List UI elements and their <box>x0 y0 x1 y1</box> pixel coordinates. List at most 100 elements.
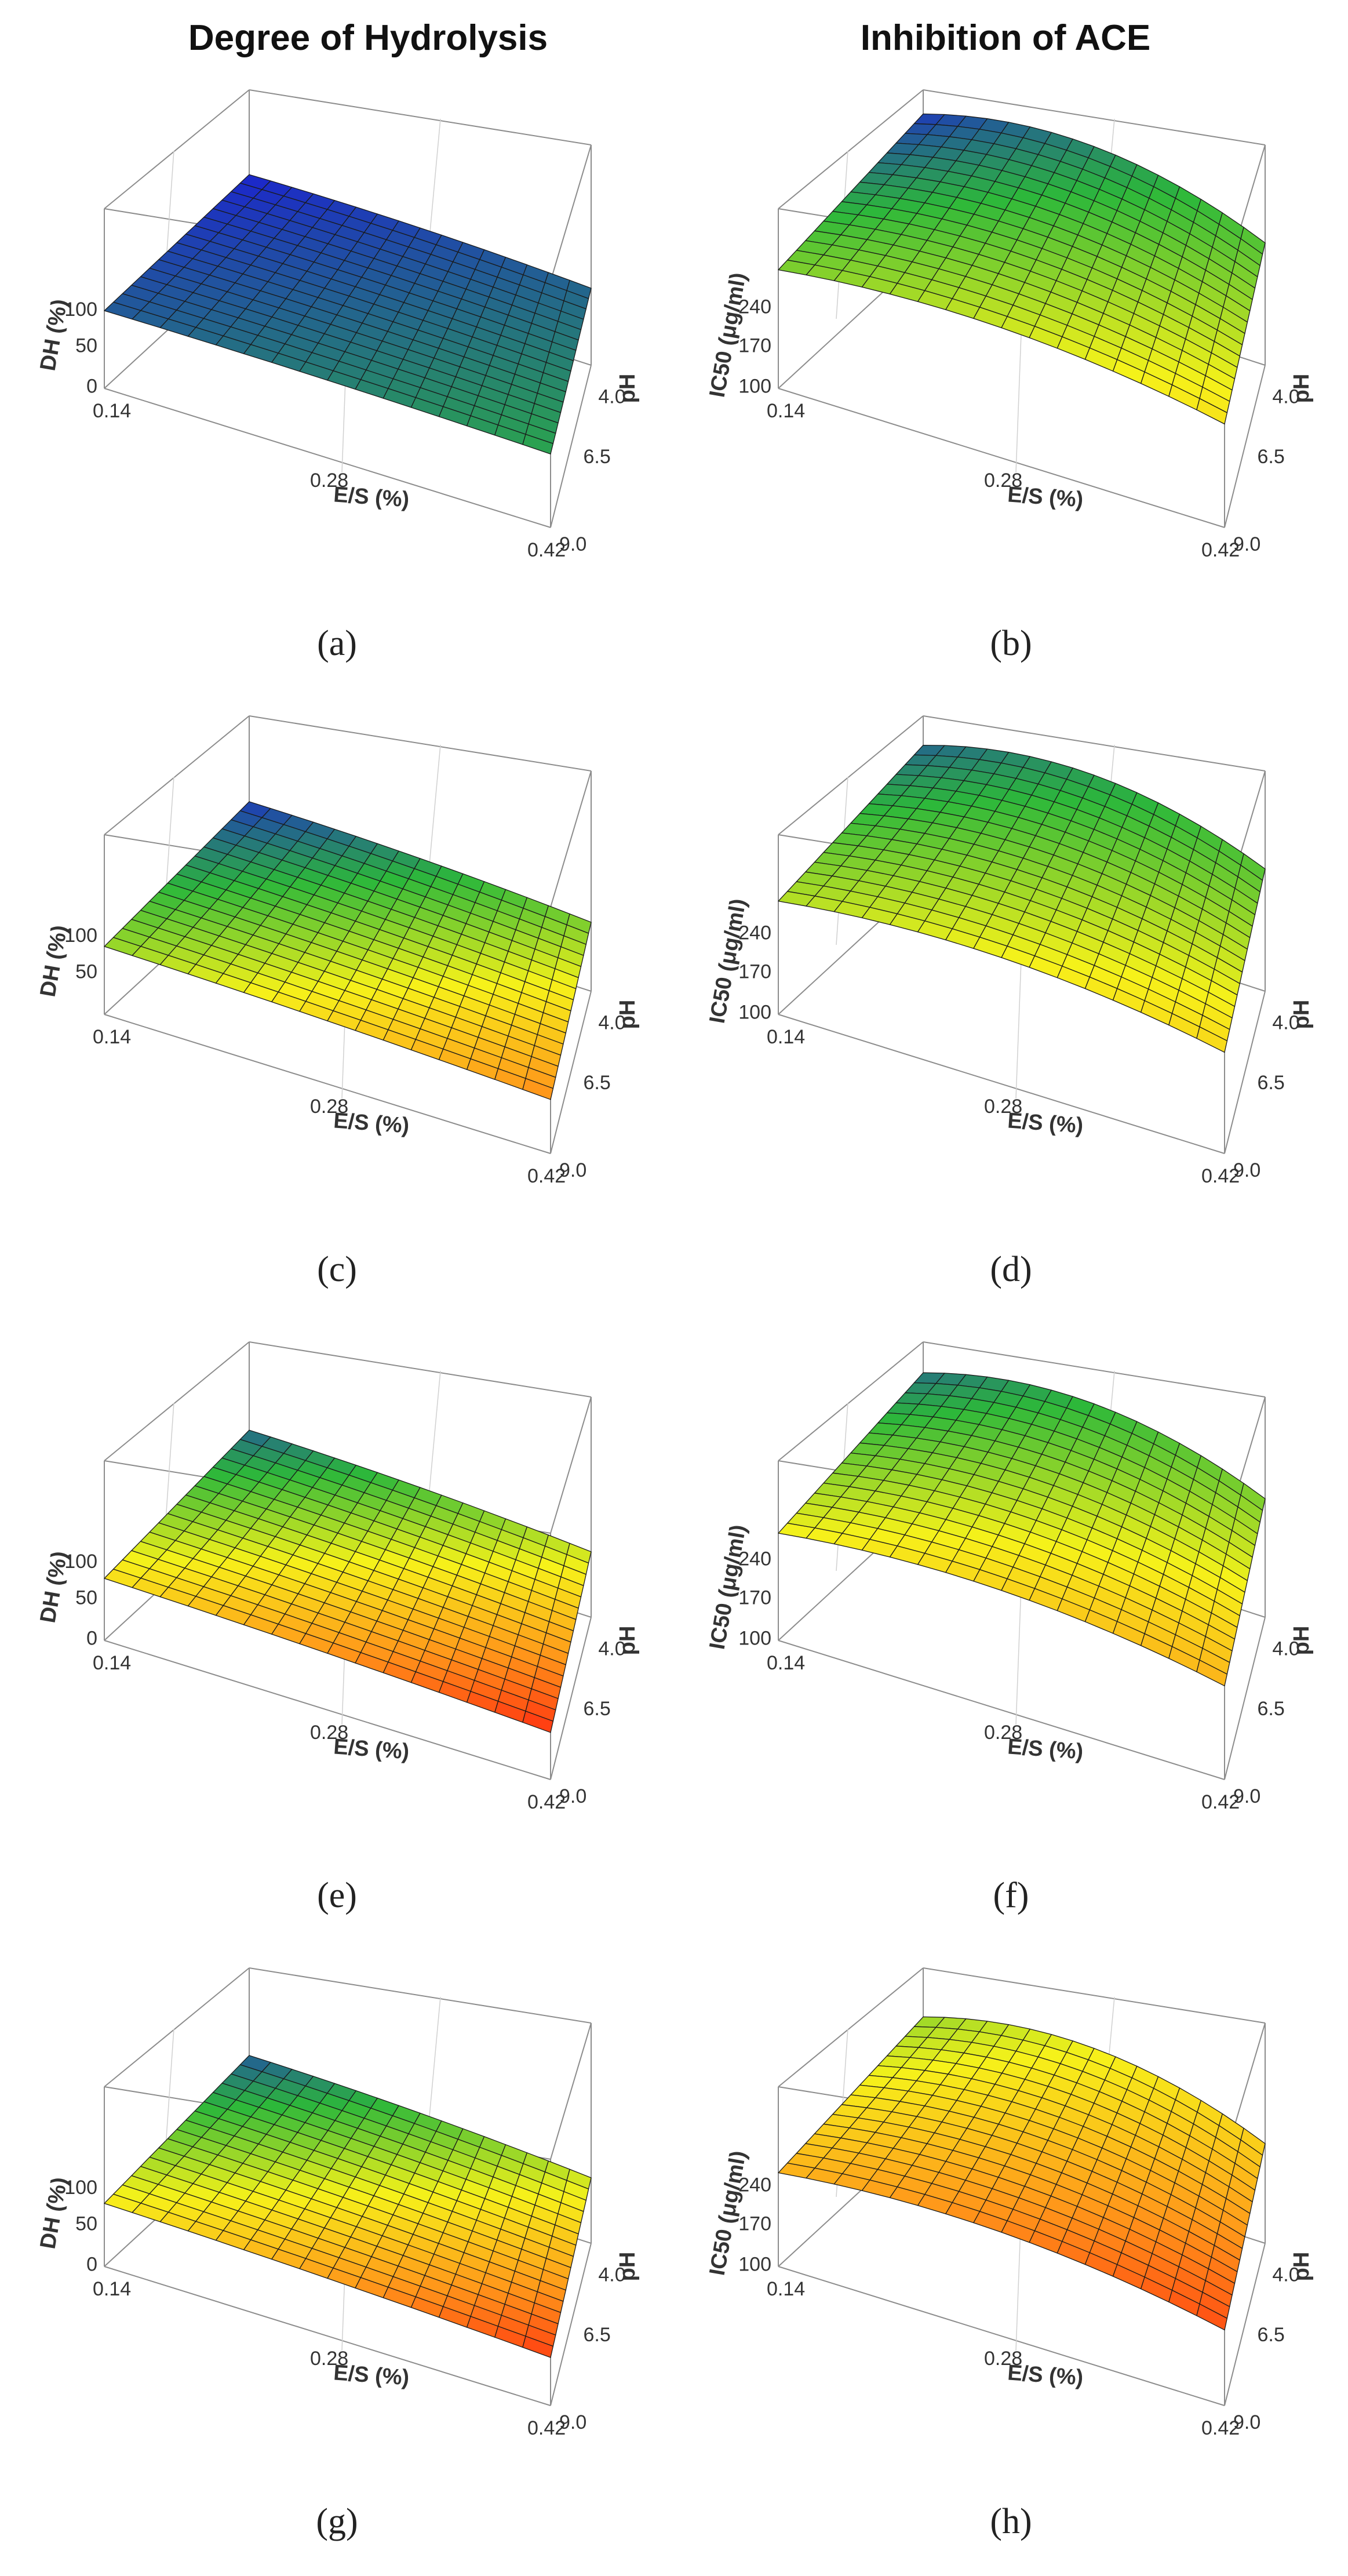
z-tick-label: 100 <box>738 1002 771 1024</box>
x-tick-label: 0.14 <box>767 1652 805 1674</box>
x-tick-label: 0.28 <box>310 1096 348 1118</box>
box-edge <box>1224 2243 1266 2406</box>
surface-cell <box>1196 2304 1228 2331</box>
box-edge <box>778 1014 1225 1154</box>
x-tick-label: 0.28 <box>310 2348 348 2370</box>
x-tick-label: 0.14 <box>767 2278 805 2300</box>
z-axis-label: DH (%) <box>36 297 72 373</box>
surface-plot-a: 0.14 0.28 0.42 4.0 6.5 9.0 0 50 100 E/S (%) pH DH (… <box>0 64 674 690</box>
box-edge <box>778 1967 924 2087</box>
x-tick-label: 0.42 <box>1201 1791 1240 1813</box>
z-tick-label: 170 <box>738 1587 771 1609</box>
surface-plot-e: 0.14 0.28 0.42 4.0 6.5 9.0 0 50 100 E/S (%) pH DH (… <box>0 1316 674 1942</box>
surface-c <box>104 801 592 1100</box>
x-axis-label: E/S (%) <box>333 483 410 512</box>
y-tick-label: 6.5 <box>584 446 611 468</box>
back-gridline <box>1015 944 1022 1099</box>
z-tick-label: 0 <box>86 2254 97 2276</box>
x-tick-label: 0.28 <box>984 470 1022 492</box>
x-tick-label: 0.28 <box>984 1096 1022 1118</box>
y-tick-label: 9.0 <box>1233 1785 1260 1807</box>
surface-plot-g-svg: 0.14 0.28 0.42 4.0 6.5 9.0 0 50 100 E/S (%) pH DH (… <box>36 1967 640 2439</box>
z-tick-label: 100 <box>64 925 97 947</box>
y-tick-label: 4.0 <box>598 2264 625 2286</box>
surface-h <box>778 2016 1266 2331</box>
y-tick-label: 6.5 <box>1258 1072 1285 1094</box>
box-edge <box>104 89 250 209</box>
y-axis-label: pH <box>1289 1000 1314 1029</box>
surface-plot-f: 0.14 0.28 0.42 4.0 6.5 9.0 100 170 240 E/S (%) pH I… <box>674 1316 1348 1942</box>
z-tick-label: 240 <box>738 1548 771 1570</box>
z-tick-label: 50 <box>75 961 97 983</box>
panel-label-b: (b) <box>990 624 1032 663</box>
y-tick-label: 4.0 <box>598 1638 625 1660</box>
z-tick-label: 0 <box>86 1628 97 1650</box>
panel-label-h: (h) <box>990 2502 1032 2541</box>
y-tick-label: 4.0 <box>1272 1638 1299 1660</box>
surface-cell <box>522 1711 554 1733</box>
y-tick-label: 6.5 <box>584 1698 611 1720</box>
box-edge <box>249 89 592 145</box>
y-tick-label: 4.0 <box>1272 385 1299 407</box>
y-tick-label: 4.0 <box>598 385 625 407</box>
y-tick-label: 9.0 <box>1233 1159 1260 1181</box>
panel-label-g: (g) <box>316 2502 358 2541</box>
z-tick-label: 240 <box>738 296 771 318</box>
x-tick-label: 0.14 <box>93 1652 131 1674</box>
z-tick-label: 100 <box>738 376 771 398</box>
x-tick-label: 0.42 <box>1201 2417 1240 2439</box>
y-tick-label: 6.5 <box>1258 446 1285 468</box>
surface-cell <box>1196 1660 1228 1687</box>
x-axis-label: E/S (%) <box>1007 2361 1084 2391</box>
box-edge <box>778 388 1225 528</box>
y-tick-label: 9.0 <box>559 1159 586 1181</box>
y-tick-label: 6.5 <box>1258 2324 1285 2346</box>
box-edge <box>104 1341 250 1461</box>
box-edge <box>104 2266 551 2406</box>
z-tick-label: 50 <box>75 2213 97 2235</box>
x-tick-label: 0.42 <box>527 1165 566 1187</box>
surface-cell <box>522 434 554 454</box>
surface-d <box>778 744 1266 1053</box>
box-edge <box>778 2266 1225 2406</box>
x-tick-label: 0.14 <box>93 1026 131 1048</box>
y-tick-label: 9.0 <box>559 533 586 555</box>
y-tick-label: 6.5 <box>584 1072 611 1094</box>
z-axis-label: DH (%) <box>36 1549 72 1625</box>
box-edge <box>550 144 592 282</box>
surface-plot-c: 0.14 0.28 0.42 4.0 6.5 9.0 50 100 E/S (%) pH DH (%… <box>0 690 674 1316</box>
y-tick-label: 9.0 <box>1233 533 1260 555</box>
box-edge <box>104 1640 551 1780</box>
surface-plot-d: 0.14 0.28 0.42 4.0 6.5 9.0 100 170 240 E/S (%) pH I… <box>674 690 1348 1316</box>
box-edge <box>778 715 924 835</box>
surface-g <box>104 2055 592 2358</box>
y-tick-label: 9.0 <box>559 1785 586 1807</box>
surface-f <box>778 1372 1266 1687</box>
panel-label-e: (e) <box>317 1876 357 1915</box>
z-tick-label: 50 <box>75 1587 97 1609</box>
z-tick-label: 100 <box>738 2254 771 2276</box>
x-tick-label: 0.28 <box>984 1722 1022 1744</box>
box-edge <box>923 715 1266 772</box>
z-tick-label: 170 <box>738 335 771 357</box>
surface-plot-g: 0.14 0.28 0.42 4.0 6.5 9.0 0 50 100 E/S (%) pH DH (… <box>0 1942 674 2568</box>
y-axis-label: pH <box>615 2252 640 2282</box>
y-tick-label: 6.5 <box>1258 1698 1285 1720</box>
z-axis-label: DH (%) <box>36 2175 72 2251</box>
surface-plot-a-svg: 0.14 0.28 0.42 4.0 6.5 9.0 0 50 100 E/S (%) pH DH (… <box>36 89 640 561</box>
surface-a <box>104 174 592 454</box>
z-tick-label: 170 <box>738 961 771 983</box>
surface-plot-h: 0.14 0.28 0.42 4.0 6.5 9.0 100 170 240 E/S (%) pH I… <box>674 1942 1348 2568</box>
box-edge <box>104 715 250 835</box>
y-tick-label: 4.0 <box>1272 2264 1299 2286</box>
y-tick-label: 4.0 <box>598 1012 625 1034</box>
box-edge <box>550 1617 592 1780</box>
y-tick-label: 6.5 <box>584 2324 611 2346</box>
y-axis-label: pH <box>1289 374 1314 403</box>
box-edge <box>1224 1617 1266 1780</box>
surface-cell <box>1196 398 1228 425</box>
box-edge <box>104 1967 250 2087</box>
